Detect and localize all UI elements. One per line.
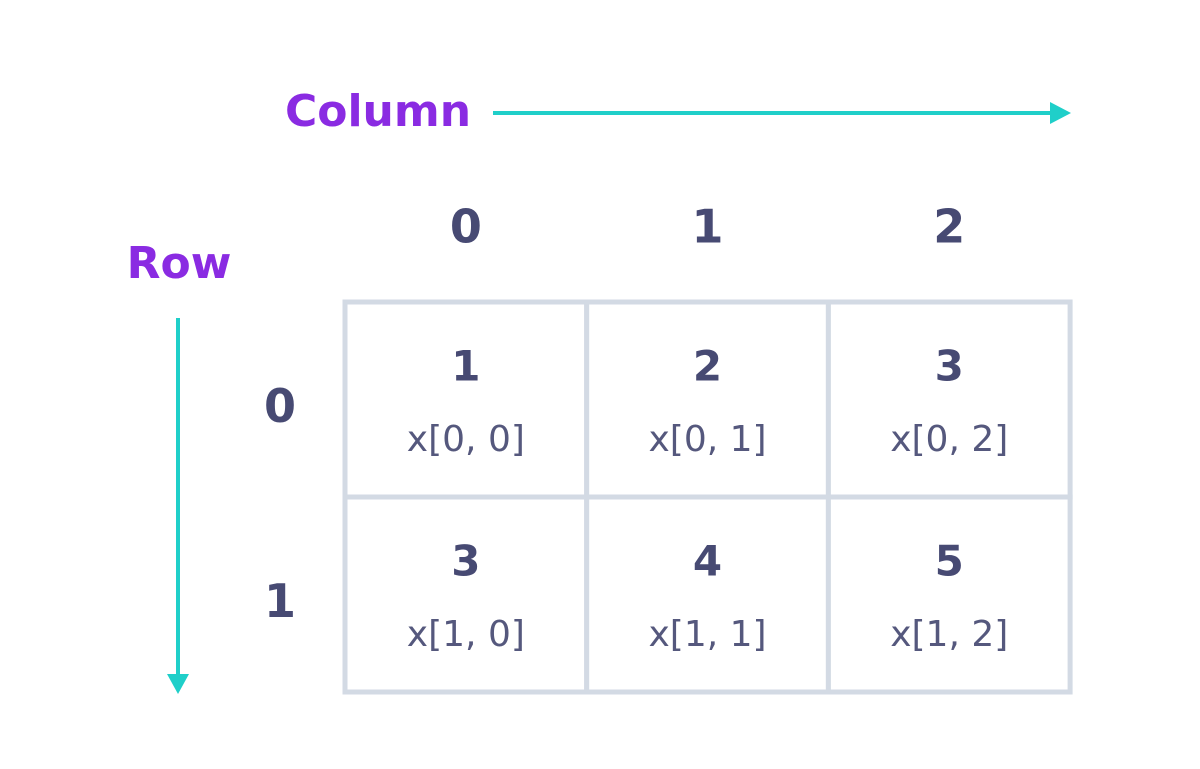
cell-index: x[1, 2]: [890, 614, 1008, 655]
cell-index: x[1, 0]: [407, 614, 525, 655]
cell-value: 1: [451, 342, 480, 391]
cell-value: 2: [693, 342, 722, 391]
column-header: 0: [450, 200, 482, 254]
cell-index: x[0, 1]: [649, 419, 767, 460]
cell-value: 3: [451, 537, 480, 586]
cell-index: x[0, 0]: [407, 419, 525, 460]
cell: [584, 299, 831, 500]
grid: 1 x[0, 0] 2 x[0, 1] 3 x[0, 2] 3 x[1, 0] 4 x[1, 1]…: [342, 299, 1073, 695]
row-header: 0: [264, 379, 296, 433]
cell: [825, 494, 1073, 695]
row-label: Row: [127, 238, 232, 289]
column-header: 2: [933, 200, 965, 254]
column-label: Column: [285, 86, 471, 137]
cell-index: x[0, 2]: [890, 419, 1008, 460]
cell: [825, 299, 1073, 500]
cell-value: 4: [693, 537, 722, 586]
row-header: 1: [264, 574, 296, 628]
cell: [584, 494, 831, 695]
cell-index: x[1, 1]: [649, 614, 767, 655]
cell-value: 5: [935, 537, 964, 586]
column-header: 1: [692, 200, 724, 254]
cell: [342, 494, 590, 695]
column-arrow-head: [1050, 102, 1071, 124]
row-arrow-head: [167, 674, 189, 694]
cell-value: 3: [935, 342, 964, 391]
cell: [342, 299, 590, 500]
